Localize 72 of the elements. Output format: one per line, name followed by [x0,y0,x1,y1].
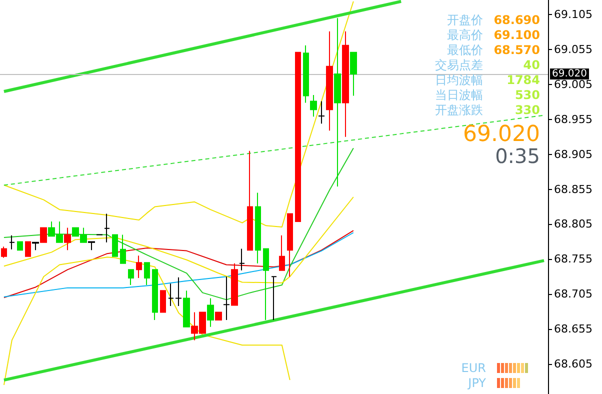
annotation: JPY [468,376,486,390]
candlestick [231,262,238,306]
candlestick [326,30,333,132]
y-tick-label: 68.805 [554,218,592,231]
candlestick [25,241,31,257]
annotation: 530 [514,88,540,102]
annotation: 1784 [506,73,540,87]
annotation: 交易点差 [435,58,483,72]
y-tick-label: 68.655 [554,322,592,336]
y-tick-label: 68.855 [554,182,592,196]
annotation: 开盘价 [447,13,483,27]
candlestick [247,150,253,251]
candlestick [310,94,317,118]
line-series [3,196,354,284]
candlestick [255,192,261,264]
y-tick-label: 69.055 [554,43,592,56]
candlestick [287,213,293,278]
candlestick [120,234,126,264]
y-tick-label: 68.905 [554,148,592,161]
annotation: 最高价 [447,28,483,42]
candlestick [342,30,349,138]
candlestick [271,276,277,320]
line-series [3,0,354,228]
candlestick [160,290,166,313]
candlestick [128,269,134,286]
candlestick [136,255,142,279]
candlestick [88,241,95,251]
candlestick [183,290,190,328]
y-tick-label: 68.605 [554,357,592,370]
candlestick [239,248,245,271]
candlestick [175,276,182,306]
y-tick-label: 68.755 [554,252,592,266]
y-tick-label: 68.705 [554,288,592,301]
candlestick [152,269,158,320]
candlestick [350,52,357,96]
candlestick [104,213,110,243]
line-series [3,148,354,300]
candlestick [9,234,15,250]
line-series [3,256,290,386]
candlestick [144,262,150,286]
annotation: 0:35 [495,144,540,168]
y-tick-label: 69.005 [554,78,592,92]
annotation: 当日波幅 [435,88,483,102]
candlestick [295,52,301,222]
candlestick [168,283,174,306]
candlestick [223,276,230,320]
annotation: 开盘涨跌 [435,103,483,117]
candlestick [112,234,118,257]
annotation: 69.020 [463,122,540,147]
candlestick [215,312,222,320]
annotation: 40 [523,58,540,72]
candlestick [17,241,23,251]
candlestick [1,246,7,258]
y-tick-label: 68.955 [554,112,592,126]
candlestick [318,100,325,124]
annotation: EUR [461,361,486,375]
candlestick [64,227,71,251]
candlestick [32,242,39,251]
candlestick [40,227,47,243]
y-tick-label: 69.105 [554,8,592,22]
candlestick [263,248,269,320]
ref-line-label: 69.020 [552,68,587,80]
candlestick [334,18,341,188]
annotation: 68.570 [494,43,540,57]
annotation: 68.690 [494,13,540,27]
candlestick [279,234,285,271]
annotation: 330 [514,103,540,117]
candlestick [303,44,309,104]
annotation: 日均波幅 [435,73,483,87]
annotation: 最低价 [447,43,483,57]
annotation: 69.100 [494,28,540,42]
candlestick [207,298,214,328]
